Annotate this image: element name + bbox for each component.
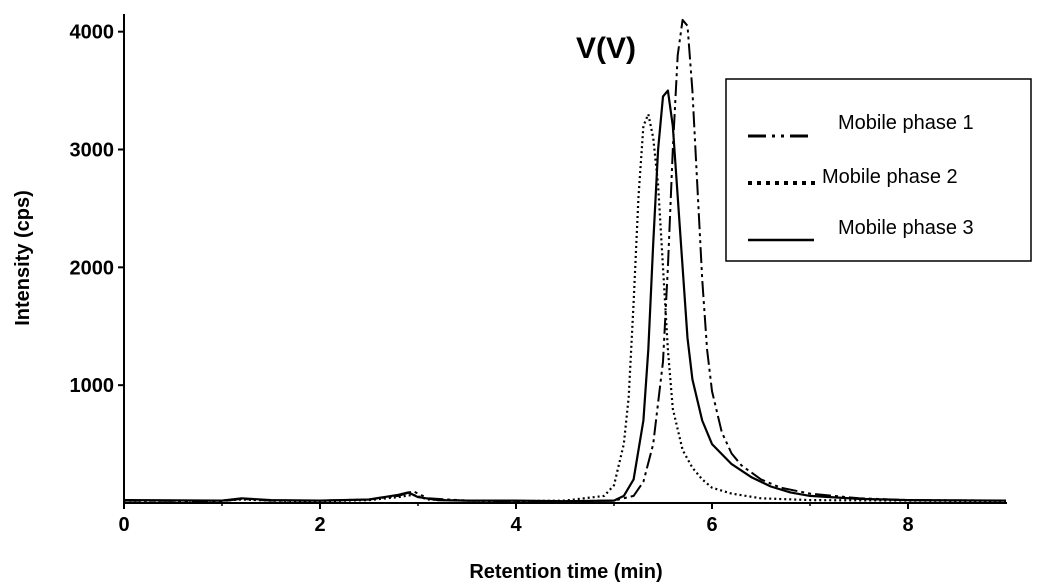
y-axis-title: Intensity (cps) — [12, 190, 34, 326]
legend-label-mobile-phase-1: Mobile phase 1 — [838, 112, 974, 134]
y-tick-label: 4000 — [70, 22, 115, 44]
x-tick-label: 4 — [510, 514, 522, 536]
y-tick-label: 3000 — [70, 140, 115, 162]
legend-label-mobile-phase-3: Mobile phase 3 — [838, 217, 974, 239]
y-tick-label: 1000 — [70, 375, 115, 397]
axes — [123, 14, 1007, 504]
y-ticks: 1000 2000 3000 4000 — [70, 22, 124, 397]
x-axis-title: Retention time (min) — [469, 561, 662, 583]
legend-label-mobile-phase-2: Mobile phase 2 — [822, 166, 958, 188]
y-tick-label: 2000 — [70, 257, 115, 279]
legend-box — [725, 78, 1032, 262]
chart-title: V(V) — [576, 32, 636, 65]
x-tick-label: 6 — [706, 514, 717, 536]
plot-lines — [123, 18, 1007, 503]
series-line-mobile-phase-2 — [124, 113, 1007, 503]
x-tick-label: 0 — [118, 514, 129, 536]
x-tick-label: 8 — [902, 514, 913, 536]
legend: Mobile phase 1 Mobile phase 2 Mobile pha… — [725, 78, 1032, 262]
series-line-mobile-phase-3 — [123, 89, 1007, 503]
x-ticks: 0 2 4 6 8 — [118, 503, 914, 536]
x-tick-label: 2 — [314, 514, 325, 536]
